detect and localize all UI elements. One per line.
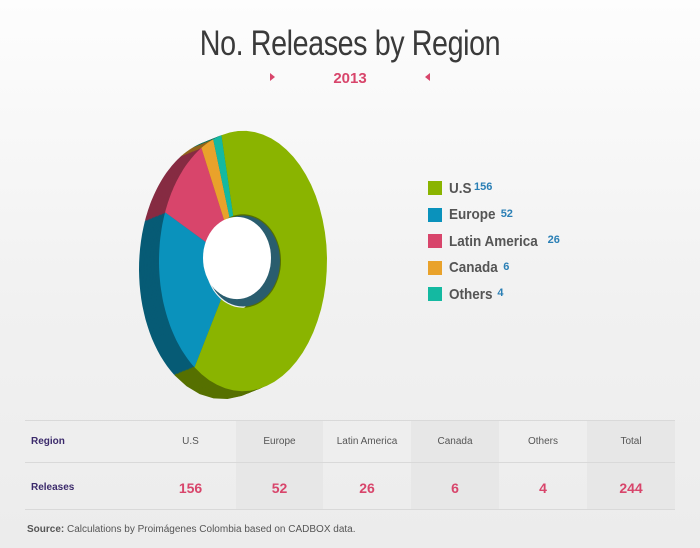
table-column-others: Others 4 [499, 420, 587, 510]
legend-value: 52 [500, 207, 513, 220]
legend-value: 6 [503, 260, 510, 273]
table-column-total: Total 244 [587, 420, 675, 510]
column-value: 244 [619, 480, 643, 496]
column-header: Total [620, 436, 642, 447]
column-value: 52 [271, 480, 288, 496]
row-header-releases: Releases [31, 482, 75, 493]
column-value: 4 [539, 480, 547, 496]
legend-label: Latin America [449, 232, 538, 250]
source-text: Calculations by Proimágenes Colombia bas… [67, 524, 356, 535]
legend-value: 156 [474, 181, 493, 194]
previous-year-arrow-icon[interactable] [270, 73, 275, 81]
legend-item-latin-america[interactable]: Latin America 26 [428, 228, 560, 255]
column-value: 26 [359, 480, 375, 496]
column-value: 6 [451, 480, 459, 496]
donut-slice-latin-america[interactable] [165, 147, 225, 244]
legend-swatch-canada [428, 260, 442, 275]
table-divider [25, 420, 675, 421]
legend-value: 4 [497, 287, 504, 300]
column-header: Latin America [336, 436, 398, 447]
legend-swatch-us [428, 181, 442, 196]
legend-label: Canada [449, 259, 498, 277]
donut-chart [139, 130, 328, 399]
table-column-europe: Europe 52 [236, 420, 323, 510]
legend-swatch-europe [428, 207, 442, 222]
legend-item-europe[interactable]: Europe 52 [428, 202, 560, 229]
table-divider [25, 462, 675, 463]
donut-slice-u-s[interactable] [194, 130, 328, 392]
chart-legend: U.S 156 Europe 52 Latin America 26 Canad… [428, 175, 560, 308]
year-selector: 2013 [0, 70, 700, 90]
legend-swatch-others [428, 287, 442, 302]
legend-label: U.S [449, 179, 472, 197]
source-note: Source: Calculations by Proimágenes Colo… [27, 524, 356, 535]
legend-label: Europe [449, 206, 496, 224]
donut-slice-canada[interactable] [201, 139, 230, 221]
legend-item-others[interactable]: Others 4 [428, 281, 560, 308]
data-table: U.S 156 Europe 52 Latin America 26 Canad… [25, 420, 675, 510]
table-column-latin-america: Latin America 26 [323, 420, 411, 510]
table-column-us: U.S 156 [145, 420, 236, 510]
donut-hole [203, 216, 271, 300]
column-header: Canada [437, 436, 473, 447]
next-year-arrow-icon[interactable] [425, 73, 430, 81]
legend-swatch-latin-america [428, 234, 442, 249]
legend-value: 26 [547, 234, 560, 247]
column-value: 156 [178, 480, 203, 496]
donut-slice-others[interactable] [213, 135, 234, 218]
table-divider [25, 509, 675, 510]
column-header: Others [527, 436, 558, 447]
table-column-canada: Canada 6 [411, 420, 499, 510]
legend-item-us[interactable]: U.S 156 [428, 175, 560, 202]
column-header: U.S [182, 436, 199, 447]
year-label: 2013 [333, 70, 367, 87]
legend-label: Others [449, 285, 493, 303]
row-header-region: Region [31, 436, 65, 447]
source-label: Source: [27, 524, 65, 535]
column-header: Europe [263, 436, 296, 447]
chart-title: No. Releases by Region [199, 24, 501, 63]
legend-item-canada[interactable]: Canada 6 [428, 255, 560, 282]
